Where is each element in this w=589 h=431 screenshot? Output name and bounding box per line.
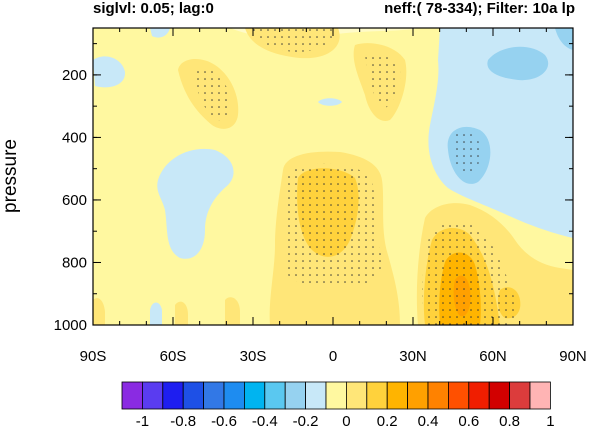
field-negative-sh-a	[93, 56, 126, 88]
x-tick-label: 90S	[80, 348, 107, 365]
field-negative-sh-b	[150, 28, 170, 38]
x-tick-label: 0	[329, 348, 337, 365]
x-tick-label: 30N	[399, 348, 427, 365]
field-positive-sh-edge	[93, 298, 105, 325]
colorbar-label: 1	[546, 413, 554, 430]
colorbar-swatch	[121, 381, 143, 410]
y-tick-label: 800	[62, 254, 87, 271]
colorbar-swatch	[488, 381, 511, 410]
colorbar-label: -0.4	[252, 413, 278, 430]
colorbar-swatch	[162, 381, 184, 410]
x-axis: 90S 60S 30S 0 30N 60N 90N	[80, 28, 587, 365]
colorbar-label: 0	[342, 413, 350, 430]
y-tick-label: 400	[62, 129, 87, 146]
y-axis-label: pressure	[0, 139, 21, 213]
chart-title-right: neff:( 78-334); Filter: 10a lp	[384, 0, 575, 17]
colorbar-label: 0.6	[458, 413, 479, 430]
colorbar-swatch	[468, 381, 490, 410]
colorbar-label: 0.4	[418, 413, 439, 430]
field-negative-core-a	[487, 46, 549, 81]
stipple-c	[365, 53, 401, 108]
colorbar-swatch	[203, 381, 225, 410]
colorbar-swatch	[182, 381, 204, 410]
field-negative-small	[318, 98, 342, 106]
colorbar-swatch	[325, 381, 347, 410]
plot-area	[93, 28, 573, 325]
colorbar-swatch	[529, 381, 551, 410]
stipple-negative	[451, 131, 481, 176]
colorbar-swatch	[284, 381, 307, 410]
colorbar-swatch	[223, 381, 245, 410]
colorbar-label: -1	[136, 413, 149, 430]
x-tick-label: 60N	[479, 348, 507, 365]
colorbar-swatch	[509, 381, 531, 410]
stipple-a	[195, 67, 232, 121]
colorbar: -1 -0.8 -0.6 -0.4 -0.2 0 0.2 0.4 0.6 0.8 1	[121, 381, 555, 430]
stipple-nh	[422, 221, 517, 325]
field-positive-sh-edge-b	[175, 301, 188, 325]
colorbar-swatch	[345, 381, 368, 410]
field-negative-sh-c	[157, 148, 234, 259]
colorbar-label: 0.8	[499, 413, 520, 430]
field-negative-nh	[428, 28, 573, 238]
colorbar-swatch	[264, 381, 286, 410]
stipple-tropics	[284, 163, 382, 286]
colorbar-label: -0.8	[170, 413, 196, 430]
y-tick-label: 1000	[54, 317, 87, 334]
x-tick-label: 90N	[559, 348, 587, 365]
colorbar-swatch	[141, 381, 164, 410]
y-tick-label: 600	[62, 192, 87, 209]
colorbar-swatch	[386, 381, 409, 410]
colorbar-label: 0.2	[377, 413, 398, 430]
colorbar-swatch	[366, 381, 388, 410]
colorbar-label: -0.6	[211, 413, 237, 430]
field-negative-sh-d	[150, 302, 162, 325]
colorbar-swatch	[447, 381, 470, 410]
y-tick-label: 200	[62, 67, 87, 84]
stipple-b	[250, 28, 336, 52]
chart-title-left: siglvl: 0.05; lag:0	[93, 0, 214, 17]
colorbar-label: -0.2	[293, 413, 319, 430]
x-tick-label: 60S	[160, 348, 187, 365]
colorbar-swatch	[407, 381, 429, 410]
x-tick-label: 30S	[240, 348, 267, 365]
colorbar-swatch	[305, 381, 327, 410]
field-positive-sh-edge-c	[225, 297, 240, 325]
y-axis: 200 400 600 800 1000	[54, 43, 573, 334]
colorbar-swatch	[243, 381, 266, 410]
colorbar-swatch	[427, 381, 449, 410]
field-negative-core-b	[555, 28, 573, 50]
